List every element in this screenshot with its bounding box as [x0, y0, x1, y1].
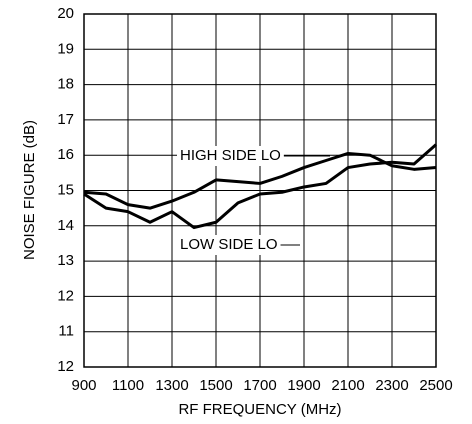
x-tick-label: 2300 — [375, 377, 408, 394]
x-tick-label: 1700 — [243, 377, 276, 394]
x-tick-label: 900 — [71, 377, 96, 394]
y-tick-label: 18 — [57, 76, 74, 93]
label-background — [177, 146, 284, 166]
y-tick-label: 15 — [57, 181, 74, 198]
x-tick-label: 2500 — [419, 377, 452, 394]
y-tick-label: 19 — [57, 40, 74, 57]
y-tick-label: 11 — [58, 323, 74, 340]
y-tick-label: 12 — [57, 358, 74, 375]
y-tick-label: 20 — [57, 5, 74, 22]
y-axis-label: NOISE FIGURE (dB) — [21, 120, 38, 260]
y-tick-label: 13 — [57, 252, 74, 269]
y-tick-label: 14 — [57, 217, 74, 234]
x-tick-label: 2100 — [331, 377, 364, 394]
y-tick-label: 17 — [57, 111, 74, 128]
x-axis-label: RF FREQUENCY (MHz) — [178, 401, 341, 418]
series-label: HIGH SIDE LO — [180, 147, 281, 164]
x-tick-label: 1900 — [287, 377, 320, 394]
plot-frame — [83, 13, 437, 368]
x-tick-label: 1300 — [155, 377, 188, 394]
x-tick-label: 1500 — [199, 377, 232, 394]
x-tick-label: 1100 — [112, 377, 144, 394]
label-background — [177, 235, 281, 255]
series-line — [83, 151, 437, 210]
y-tick-label: 12 — [57, 287, 74, 304]
series-label: LOW SIDE LO — [180, 236, 278, 253]
y-tick-label: 16 — [57, 146, 74, 163]
series-line — [83, 143, 437, 230]
